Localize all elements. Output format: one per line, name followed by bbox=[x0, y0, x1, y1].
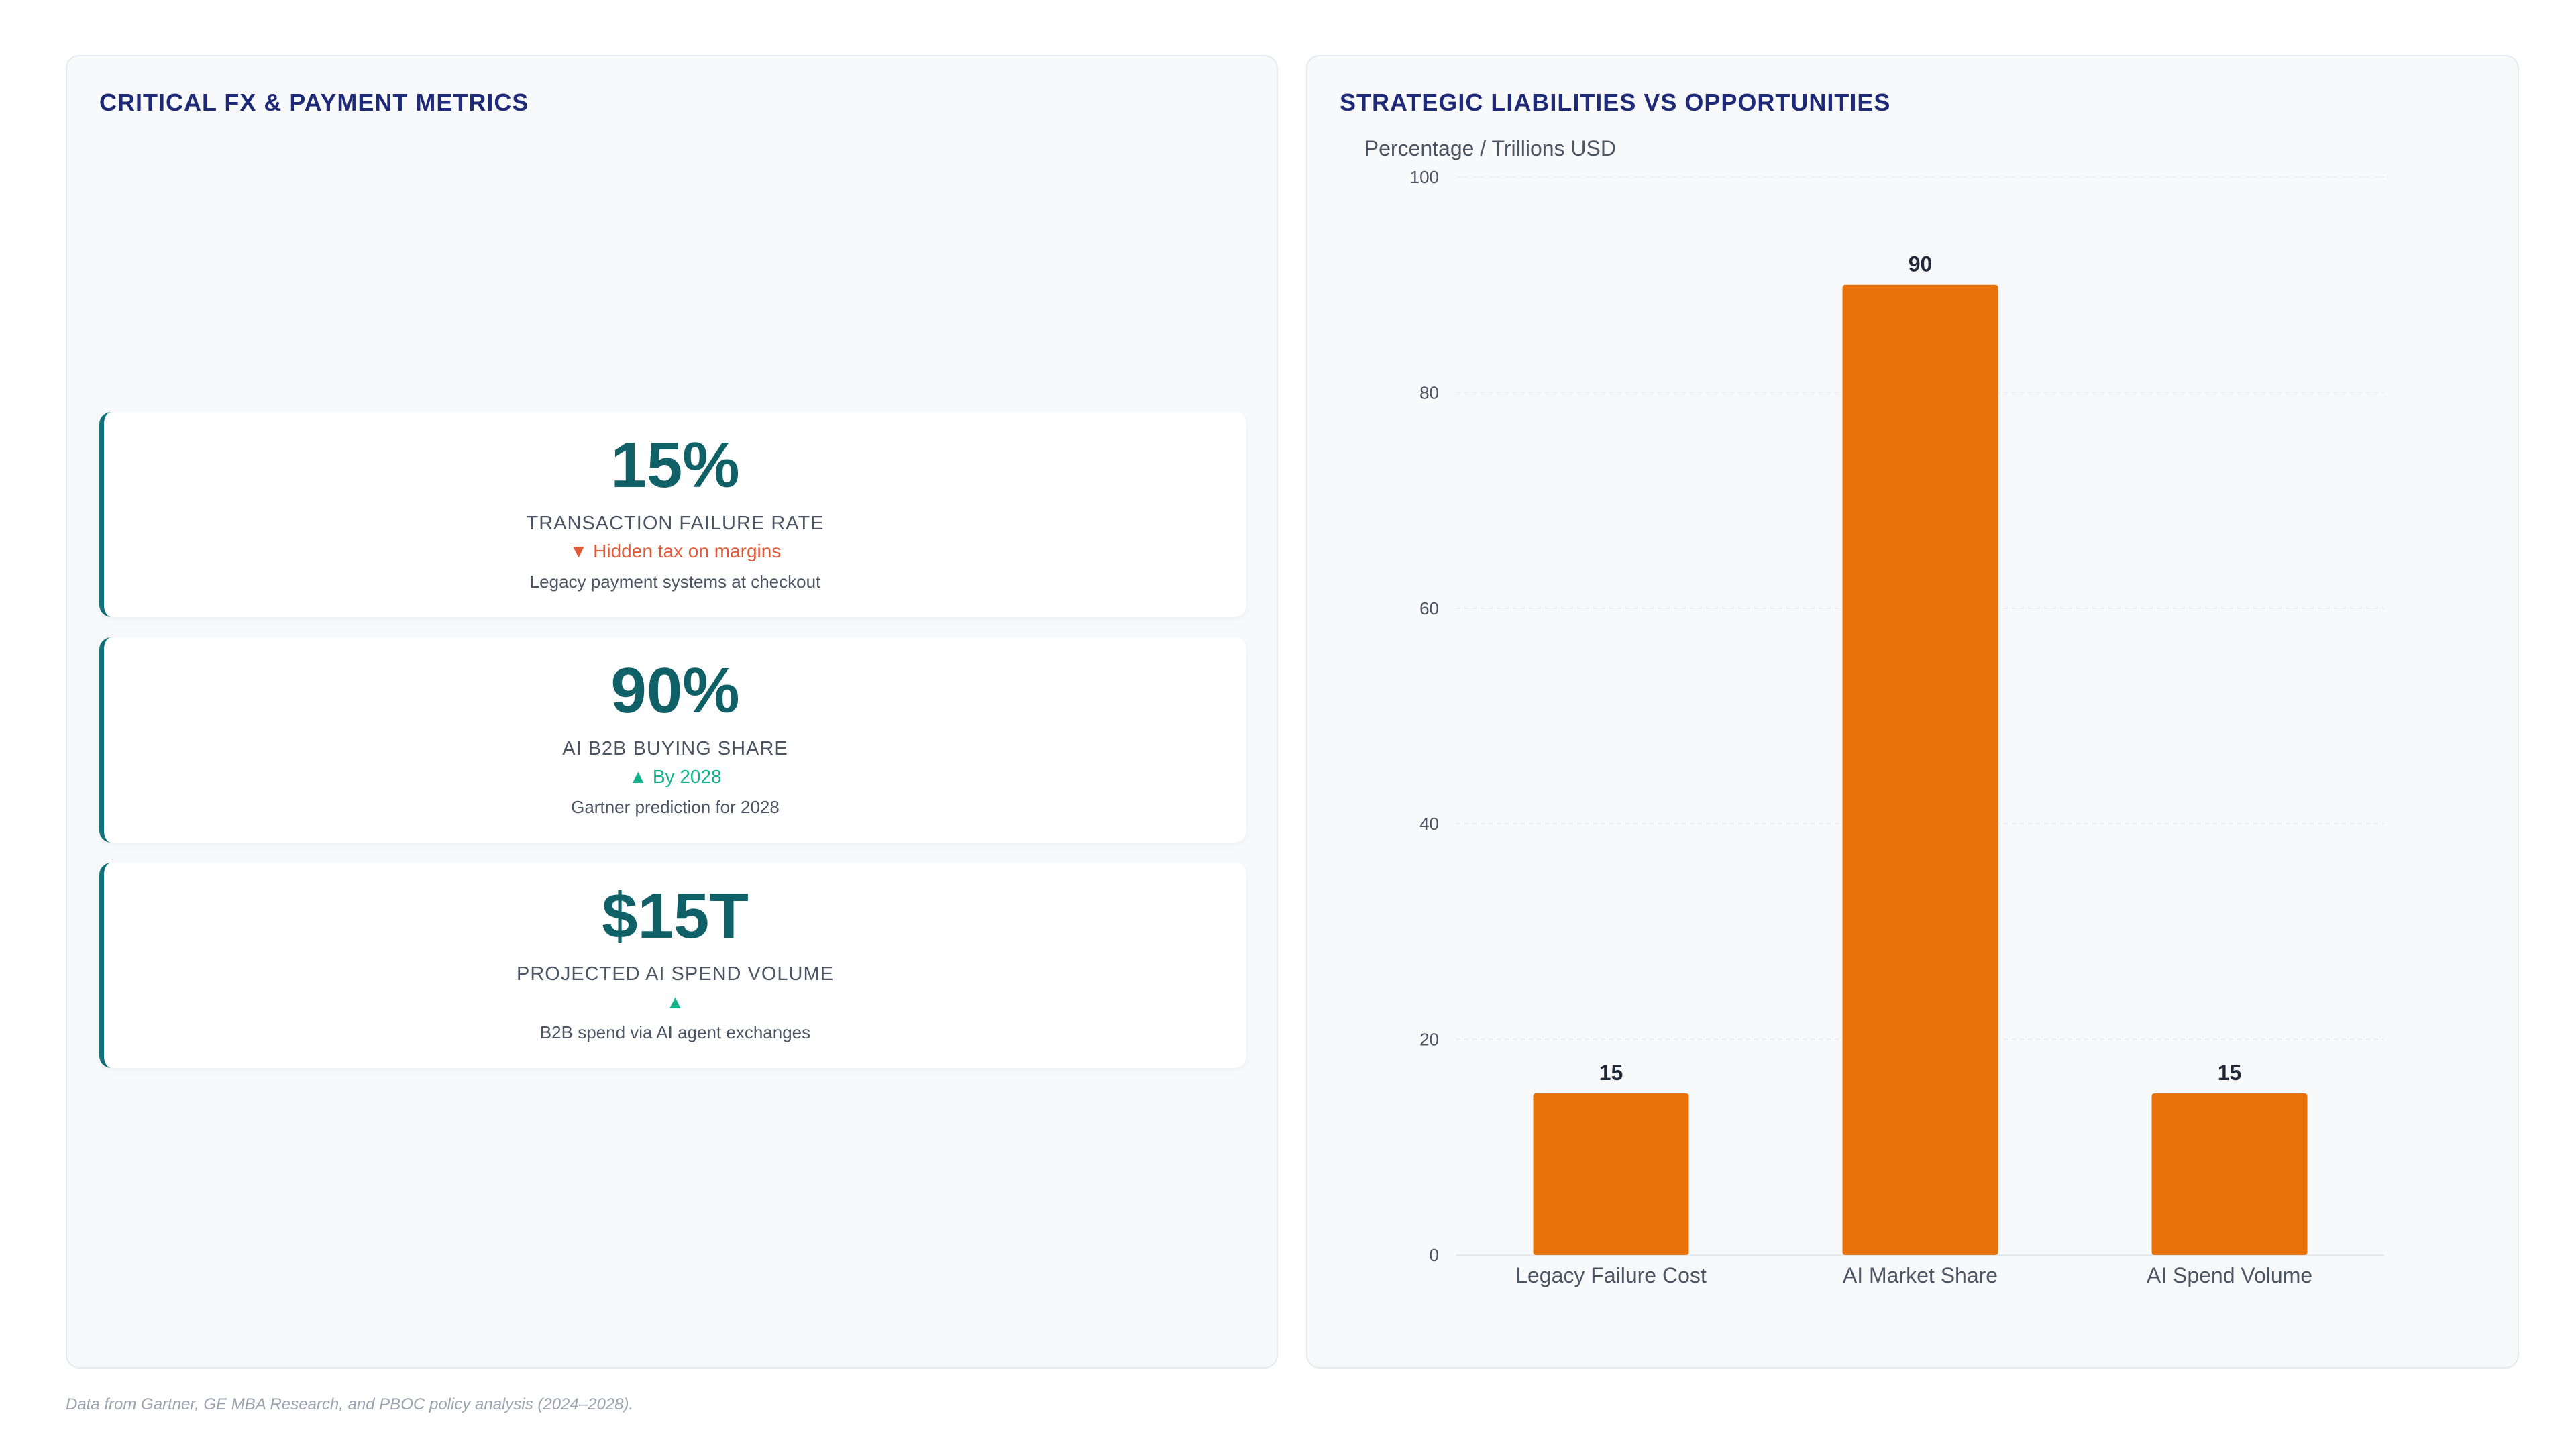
metric-value: 15% bbox=[610, 429, 740, 501]
metric-label: TRANSACTION FAILURE RATE bbox=[526, 513, 824, 534]
metric-trend: ▼ Hidden tax on margins bbox=[569, 541, 782, 561]
metric-trend: ▲ bbox=[665, 991, 685, 1012]
chart-panel-title: STRATEGIC LIABILITIES VS OPPORTUNITIES bbox=[1340, 89, 1891, 116]
data-label: 15 bbox=[1599, 1061, 1623, 1085]
y-tick-label: 0 bbox=[1430, 1245, 1439, 1265]
y-tick-label: 60 bbox=[1419, 598, 1439, 619]
y-tick-label: 100 bbox=[1410, 167, 1439, 187]
metric-label: PROJECTED AI SPEND VOLUME bbox=[517, 963, 834, 985]
metric-value: 90% bbox=[610, 655, 740, 727]
y-tick-label: 20 bbox=[1419, 1030, 1439, 1050]
bar-chart: Percentage / Trillions USD 0 20 40 60 80 100 15… bbox=[1364, 136, 2384, 1287]
x-tick-label: Legacy Failure Cost bbox=[1515, 1263, 1707, 1287]
chart-panel: STRATEGIC LIABILITIES VS OPPORTUNITIES P… bbox=[1306, 55, 2519, 1368]
bar bbox=[1842, 284, 1998, 1256]
bar bbox=[1533, 1093, 1689, 1255]
metrics-panel: CRITICAL FX & PAYMENT METRICS 15% TRANSA… bbox=[66, 55, 1278, 1368]
y-axis-label: Percentage / Trillions USD bbox=[1364, 136, 1616, 160]
y-tick-label: 80 bbox=[1419, 382, 1439, 402]
metric-label: AI B2B BUYING SHARE bbox=[562, 738, 788, 759]
metric-card-ai-spend-volume: $15T PROJECTED AI SPEND VOLUME ▲ B2B spe… bbox=[99, 863, 1246, 1068]
source-footnote: Data from Gartner, GE MBA Research, and … bbox=[66, 1395, 634, 1413]
metric-note: Legacy payment systems at checkout bbox=[529, 572, 821, 592]
metric-trend: ▲ By 2028 bbox=[629, 766, 722, 787]
data-label: 15 bbox=[2218, 1061, 2242, 1085]
metric-value: $15T bbox=[602, 880, 749, 952]
bar bbox=[2151, 1093, 2308, 1255]
metric-note: B2B spend via AI agent exchanges bbox=[539, 1022, 811, 1042]
metric-note: Gartner prediction for 2028 bbox=[571, 797, 780, 817]
data-label: 90 bbox=[1909, 252, 1933, 276]
y-tick-label: 40 bbox=[1419, 814, 1439, 834]
metric-card-failure-rate: 15% TRANSACTION FAILURE RATE ▼ Hidden ta… bbox=[99, 412, 1246, 617]
metric-card-ai-buying-share: 90% AI B2B BUYING SHARE ▲ By 2028 Gartne… bbox=[99, 637, 1246, 843]
metrics-panel-title: CRITICAL FX & PAYMENT METRICS bbox=[99, 89, 529, 116]
x-tick-label: AI Market Share bbox=[1843, 1263, 1998, 1287]
x-tick-label: AI Spend Volume bbox=[2147, 1263, 2312, 1287]
